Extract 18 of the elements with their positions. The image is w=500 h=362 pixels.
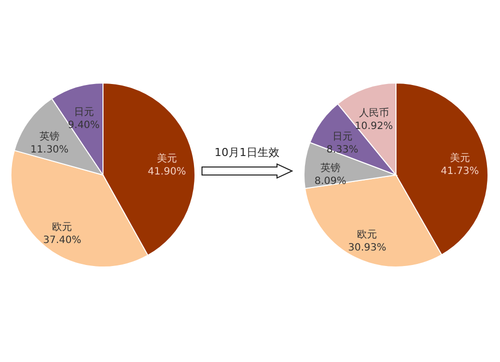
data-label: 10.92% [354,120,393,132]
slice-label: 欧元 [357,229,378,240]
slice-label: 英镑 [320,162,340,174]
text: 10月1日生效 [214,145,280,160]
data-label: 8.09% [314,176,346,187]
slice-label: 日元 [74,106,94,118]
data-label: 8.33% [326,144,358,156]
data-label: 41.90% [148,166,186,178]
data-label: 30.93% [348,242,386,254]
data-label: 41.73% [440,166,479,178]
slice-label: 欧元 [52,222,72,233]
slice-label: 美元 [450,152,470,164]
slice-label: 人民币 [358,106,389,119]
slice-label: 日元 [332,131,352,142]
slice-label: 英镑 [39,130,60,142]
data-label: 11.30% [30,144,69,156]
data-label: 37.40% [43,234,82,246]
slice-label: 美元 [156,152,177,164]
